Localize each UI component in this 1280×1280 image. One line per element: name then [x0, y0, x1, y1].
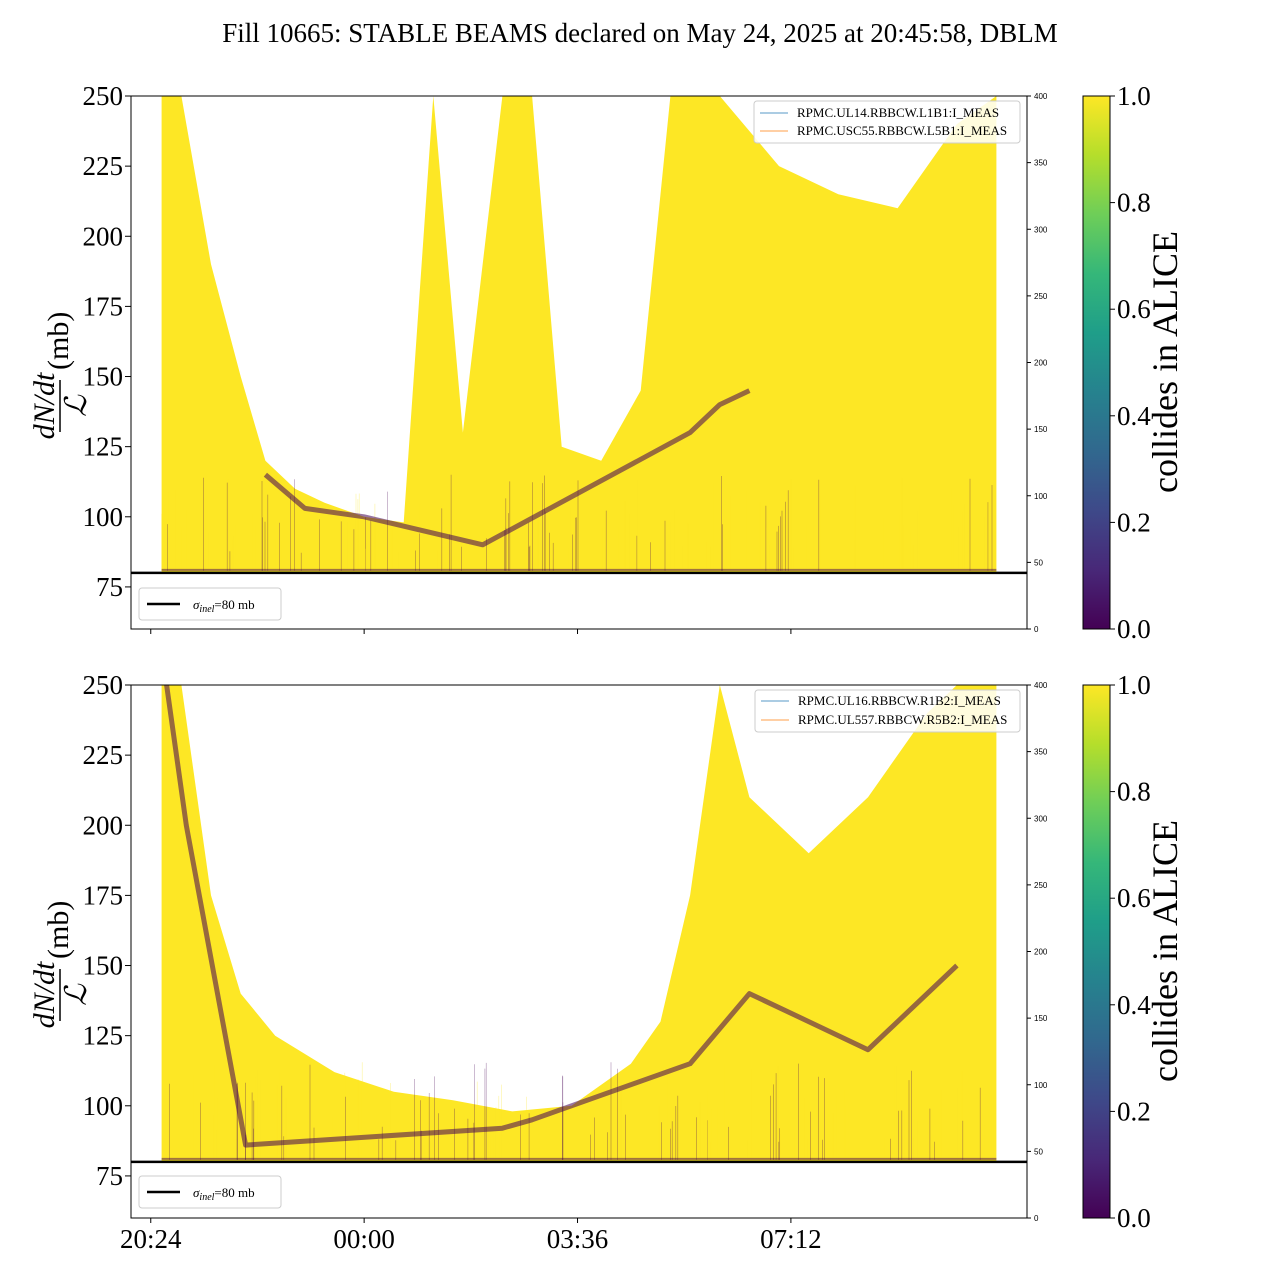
bottom-series-legend: RPMC.UL16.RBBCW.R1B2:I_MEAS RPMC.UL557.R… — [754, 689, 1021, 733]
bot-cb-tick-label: 0.4 — [1117, 990, 1151, 1020]
top-ytick-label: 250 — [83, 81, 124, 111]
bottom-heatmap — [131, 685, 1027, 1218]
top-right-ytick-label: 0 — [1034, 625, 1039, 634]
bottom-colorbar-ticks: 0.0 0.2 0.4 0.6 0.8 1.0 — [1110, 670, 1151, 1233]
bottom-right-y-axis: 0 50 100 150 200 250 300 350 400 — [1027, 681, 1048, 1223]
bottom-x-axis: 20:24 00:00 03:36 07:12 — [120, 1218, 822, 1254]
bot-ytick-label: 175 — [83, 880, 124, 910]
top-cb-tick-label: 0.4 — [1117, 401, 1151, 431]
top-cb-tick-label: 0.0 — [1117, 614, 1151, 644]
top-cb-tick-label: 1.0 — [1117, 81, 1151, 111]
top-ytick-label: 175 — [83, 291, 124, 321]
bottom-legend-label-2: RPMC.UL557.RBBCW.R5B2:I_MEAS — [798, 712, 1007, 727]
bot-ytick-label: 150 — [83, 951, 124, 981]
bot-right-ytick-label: 400 — [1034, 681, 1048, 690]
bot-xtick-label: 07:12 — [760, 1224, 822, 1254]
top-colorbar-ticks: 0.0 0.2 0.4 0.6 0.8 1.0 — [1110, 81, 1151, 644]
top-sigma-legend: σinel=80 mb — [138, 587, 282, 621]
top-series-legend: RPMC.UL14.RBBCW.L1B1:I_MEAS RPMC.USC55.R… — [753, 100, 1021, 144]
top-heatmap — [131, 96, 1027, 629]
bottom-sigma-legend: σinel=80 mb — [138, 1175, 282, 1209]
bot-xtick-label: 20:24 — [120, 1224, 182, 1254]
top-cb-tick-label: 0.6 — [1117, 294, 1151, 324]
bottom-sigma-legend-label: σinel=80 mb — [193, 1185, 255, 1203]
top-density-fill — [161, 96, 997, 573]
top-right-ytick-label: 350 — [1034, 159, 1048, 168]
bottom-panel: 75 100 125 150 175 200 225 250 0 50 100 150 200 250 3… — [28, 670, 1185, 1254]
top-ytick-label: 200 — [83, 221, 124, 251]
bot-cb-tick-label: 0.8 — [1117, 777, 1151, 807]
bottom-purple-band — [164, 685, 959, 1148]
bottom-ylabel-denominator: ℒ — [60, 983, 93, 1006]
top-colorbar-gradient — [1082, 95, 1111, 630]
bot-cb-tick-label: 0.6 — [1117, 883, 1151, 913]
top-panel: 75 100 125 150 175 200 225 250 0 50 100 150 200 250 3… — [28, 81, 1185, 644]
bot-ytick-label: 250 — [83, 670, 124, 700]
top-cb-tick-label: 0.8 — [1117, 188, 1151, 218]
top-legend-label-1: RPMC.UL14.RBBCW.L1B1:I_MEAS — [797, 105, 999, 120]
top-ylabel-denominator: ℒ — [60, 394, 93, 417]
bot-right-ytick-label: 350 — [1034, 748, 1048, 757]
top-spikes — [161, 474, 993, 571]
bot-ytick-label: 75 — [96, 1161, 123, 1191]
top-sigma-legend-box — [138, 587, 282, 621]
bottom-sigma-legend-box — [138, 1175, 282, 1209]
top-right-ytick-label: 200 — [1034, 359, 1048, 368]
bottom-y-label: dN/dt ℒ (mb) — [28, 901, 93, 1029]
bot-cb-tick-label: 0.2 — [1117, 1096, 1151, 1126]
bottom-ylabel-unit: (mb) — [42, 901, 75, 959]
bot-ytick-label: 125 — [83, 1021, 124, 1051]
bot-right-ytick-label: 200 — [1034, 948, 1048, 957]
bottom-colorbar: 0.0 0.2 0.4 0.6 0.8 1.0 collides in ALICE — [1082, 670, 1185, 1233]
top-colorbar-label: collides in ALICE — [1145, 231, 1185, 493]
bot-ytick-label: 225 — [83, 740, 124, 770]
bot-xtick-label: 03:36 — [547, 1224, 609, 1254]
bottom-series-legend-box — [754, 689, 1021, 733]
bottom-legend-label-1: RPMC.UL16.RBBCW.R1B2:I_MEAS — [798, 693, 1001, 708]
bottom-colorbar-gradient — [1082, 684, 1111, 1219]
top-right-ytick-label: 400 — [1034, 92, 1048, 101]
top-right-ytick-label: 300 — [1034, 225, 1048, 234]
figure-title: Fill 10665: STABLE BEAMS declared on May… — [222, 18, 1058, 48]
bottom-colorbar-label: collides in ALICE — [1145, 820, 1185, 1082]
top-cb-tick-label: 0.2 — [1117, 507, 1151, 537]
top-sigma-legend-label: σinel=80 mb — [193, 597, 255, 615]
top-purple-band — [263, 388, 751, 548]
bottom-y-axis: 75 100 125 150 175 200 225 250 — [83, 670, 131, 1191]
top-ytick-label: 225 — [83, 151, 124, 181]
top-right-ytick-label: 150 — [1034, 425, 1048, 434]
bot-right-ytick-label: 100 — [1034, 1081, 1048, 1090]
bot-right-ytick-label: 0 — [1034, 1214, 1039, 1223]
top-ylabel-numerator: dN/dt — [28, 372, 61, 439]
top-right-ytick-label: 50 — [1034, 558, 1043, 567]
top-ylabel-unit: (mb) — [42, 312, 75, 370]
top-right-ytick-label: 250 — [1034, 292, 1048, 301]
top-ytick-label: 150 — [83, 362, 124, 392]
top-x-axis — [150, 629, 792, 634]
top-legend-label-2: RPMC.USC55.RBBCW.L5B1:I_MEAS — [797, 123, 1007, 138]
bot-ytick-label: 100 — [83, 1091, 124, 1121]
bot-right-ytick-label: 150 — [1034, 1014, 1048, 1023]
bot-right-ytick-label: 250 — [1034, 881, 1048, 890]
top-ytick-label: 125 — [83, 432, 124, 462]
top-y-axis: 75 100 125 150 175 200 225 250 — [83, 81, 131, 602]
top-series-legend-box — [753, 100, 1021, 144]
bot-right-ytick-label: 300 — [1034, 814, 1048, 823]
bot-cb-tick-label: 0.0 — [1117, 1203, 1151, 1233]
bottom-spikes — [169, 1062, 995, 1160]
top-y-label: dN/dt ℒ (mb) — [28, 312, 93, 440]
bot-cb-tick-label: 1.0 — [1117, 670, 1151, 700]
top-colorbar: 0.0 0.2 0.4 0.6 0.8 1.0 collides in ALICE — [1082, 81, 1185, 644]
bot-ytick-label: 200 — [83, 810, 124, 840]
bot-right-ytick-label: 50 — [1034, 1147, 1043, 1156]
bot-xtick-label: 00:00 — [333, 1224, 395, 1254]
top-right-y-axis: 0 50 100 150 200 250 300 350 400 — [1027, 92, 1048, 634]
top-ytick-label: 75 — [96, 572, 123, 602]
bottom-ylabel-numerator: dN/dt — [28, 961, 61, 1028]
top-right-ytick-label: 100 — [1034, 492, 1048, 501]
top-ytick-label: 100 — [83, 502, 124, 532]
bottom-density-fill — [161, 685, 997, 1162]
